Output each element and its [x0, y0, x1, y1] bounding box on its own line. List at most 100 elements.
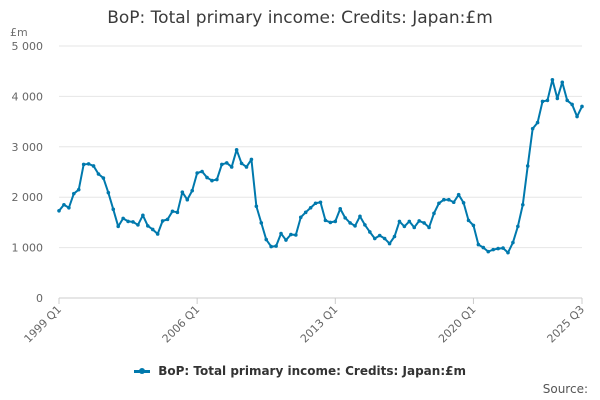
y-tick-label: 1 000	[12, 242, 44, 255]
data-point	[165, 217, 170, 222]
data-point	[333, 219, 338, 224]
y-tick-label: 4 000	[12, 90, 44, 103]
data-point	[446, 197, 451, 202]
data-point	[279, 231, 283, 236]
data-point	[372, 236, 377, 241]
data-point	[121, 216, 125, 221]
data-point	[358, 214, 362, 219]
data-point	[382, 236, 387, 241]
y-tick-label: 3 000	[12, 141, 44, 154]
data-point	[141, 213, 145, 218]
y-tick-label: 0	[36, 292, 43, 305]
data-point	[170, 209, 175, 214]
data-point	[86, 162, 91, 166]
data-point	[298, 215, 303, 220]
data-point	[205, 175, 209, 180]
data-point	[402, 224, 407, 229]
data-point	[234, 148, 239, 152]
data-point	[442, 197, 446, 202]
chart-title: BoP: Total primary income: Credits: Japa…	[107, 8, 493, 28]
y-unit-label: £m	[10, 26, 28, 39]
data-point	[501, 246, 505, 250]
data-point	[111, 207, 116, 212]
data-point	[72, 191, 76, 196]
data-point	[570, 102, 574, 107]
data-point	[387, 241, 392, 246]
data-point	[62, 202, 66, 207]
data-point	[195, 171, 199, 175]
data-point	[427, 225, 431, 230]
data-point	[397, 219, 402, 224]
legend[interactable]: BoP: Total primary income: Credits: Japa…	[0, 364, 600, 378]
data-point	[565, 98, 569, 103]
data-point	[550, 77, 555, 82]
data-point	[363, 223, 367, 227]
data-point	[368, 230, 372, 234]
data-point	[456, 192, 461, 197]
data-point	[220, 162, 224, 167]
x-tick-label: 2020 Q1	[436, 303, 479, 346]
data-point	[185, 197, 190, 202]
data-point	[150, 227, 155, 232]
data-point	[126, 219, 130, 224]
y-tick-label: 2 000	[12, 191, 44, 204]
data-point	[417, 219, 421, 223]
data-point	[520, 202, 525, 207]
data-point	[96, 172, 101, 176]
x-tick-label: 2013 Q1	[298, 303, 341, 346]
data-point	[294, 233, 298, 237]
data-point	[175, 210, 180, 215]
data-point	[343, 216, 347, 220]
data-point	[303, 210, 308, 215]
data-point	[106, 190, 111, 195]
data-point	[91, 164, 96, 168]
legend-label: BoP: Total primary income: Credits: Japa…	[158, 364, 466, 378]
data-point	[190, 188, 195, 193]
data-point	[180, 190, 185, 194]
data-point	[200, 169, 204, 174]
data-point	[224, 161, 229, 165]
data-point	[407, 219, 412, 224]
data-point	[131, 220, 135, 224]
data-point	[81, 162, 86, 167]
data-point	[76, 187, 81, 192]
y-tick-label: 5 000	[12, 40, 44, 53]
source-label[interactable]: Source:	[542, 382, 588, 396]
data-point	[318, 200, 323, 205]
data-point	[284, 238, 288, 242]
data-point	[486, 249, 491, 254]
data-point	[555, 96, 560, 101]
series-layer	[57, 77, 584, 255]
data-point	[308, 205, 313, 210]
data-point	[269, 244, 273, 249]
data-point	[244, 165, 249, 169]
data-point	[239, 161, 244, 166]
data-point	[146, 224, 150, 228]
data-point	[259, 221, 264, 225]
data-point	[535, 120, 540, 125]
data-point	[560, 80, 565, 85]
data-point	[525, 164, 530, 168]
data-point	[377, 233, 382, 238]
data-point	[101, 176, 106, 180]
grid-lines	[59, 45, 582, 299]
data-point	[338, 206, 343, 211]
tick-labels: 0 1 000 2 000 3 000 4 000 5 000 1999 Q1 2006 Q1…	[12, 40, 588, 345]
data-point	[461, 200, 466, 205]
data-point	[353, 224, 357, 228]
data-point	[229, 165, 234, 169]
data-point	[580, 104, 584, 109]
data-point	[466, 218, 471, 223]
data-point	[348, 221, 352, 225]
data-point	[540, 99, 545, 104]
data-point	[67, 205, 71, 210]
data-point	[323, 218, 328, 223]
data-point	[254, 204, 259, 209]
data-point	[506, 250, 510, 255]
data-point	[432, 211, 436, 216]
x-tick-label: 2006 Q1	[160, 303, 203, 346]
data-point	[249, 157, 254, 162]
data-point	[575, 114, 579, 119]
data-point	[476, 242, 481, 247]
